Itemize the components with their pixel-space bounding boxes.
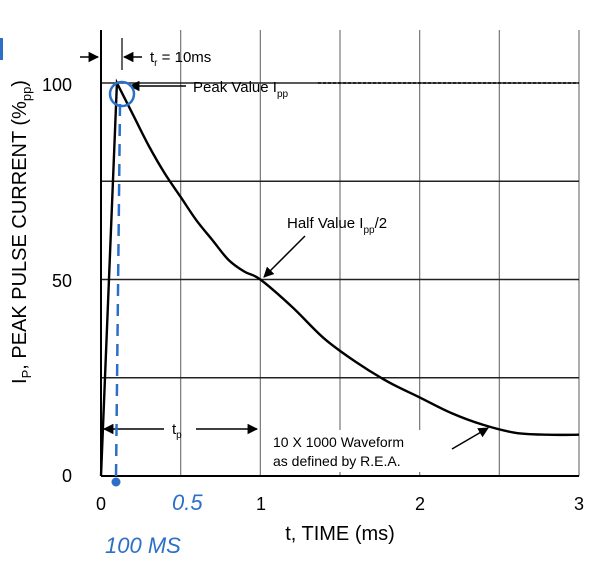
x-tick-label-2: 2 <box>415 494 425 514</box>
x-tick-label-1: 1 <box>256 494 266 514</box>
waveform-label-line2: as defined by R.E.A. <box>273 453 401 469</box>
half-label: Half Value Ipp/2 <box>287 215 387 236</box>
handwritten-origin-dot <box>111 477 121 487</box>
waveform-curve <box>99 78 580 477</box>
peak-label-main: Peak Value I <box>193 79 277 96</box>
y-axis-label-main: I <box>9 378 31 384</box>
axes <box>100 30 579 477</box>
y-tick-label-100: 100 <box>42 75 72 95</box>
y-axis-label-rest: , PEAK PULSE CURRENT (% <box>9 101 31 370</box>
peak-label-sub: pp <box>277 89 289 100</box>
tr-label-sub: r <box>154 58 158 69</box>
y-axis-label-unit-sub: pp <box>19 87 34 101</box>
waveform-label-bg <box>268 430 458 472</box>
grid-lines <box>101 30 580 476</box>
tp-label-main: t <box>172 421 177 438</box>
half-label-rest: /2 <box>375 215 388 232</box>
x-axis-label: t, TIME (ms) <box>285 523 395 545</box>
handwritten-peak-circle <box>108 80 136 108</box>
y-tick-label-0: 0 <box>62 466 72 486</box>
y-tick-label-50: 50 <box>52 271 72 291</box>
handwritten-half-mark: 0.5 <box>172 490 203 515</box>
x-tick-label-0: 0 <box>96 494 106 514</box>
half-label-main: Half Value I <box>287 215 363 232</box>
waveform-arrow <box>451 427 489 450</box>
tp-label-sub: p <box>176 430 182 441</box>
peak-label: Peak Value Ipp <box>193 79 289 100</box>
y-axis-label-close: ) <box>9 80 31 87</box>
blue-edge-mark <box>0 38 3 60</box>
waveform-label-line1: 10 X 1000 Waveform <box>273 434 404 450</box>
handwritten-annotations: 0.5 100 MS <box>105 80 203 558</box>
y-axis-label-sub: P <box>19 370 34 379</box>
tr-label: tr = 10ms <box>150 49 211 69</box>
x-tick-label-3: 3 <box>574 494 584 514</box>
y-axis-label: IP, PEAK PULSE CURRENT (%pp) <box>9 80 34 384</box>
half-arrow <box>263 235 306 278</box>
tr-label-rest: = 10ms <box>158 49 212 66</box>
series-layer <box>99 78 580 477</box>
half-label-sub: pp <box>363 225 375 236</box>
tr-label-main: t <box>150 49 155 66</box>
handwritten-dashed-guide <box>114 103 122 479</box>
handwritten-100us-label: 100 MS <box>105 533 181 558</box>
tp-label: tp <box>172 421 182 441</box>
